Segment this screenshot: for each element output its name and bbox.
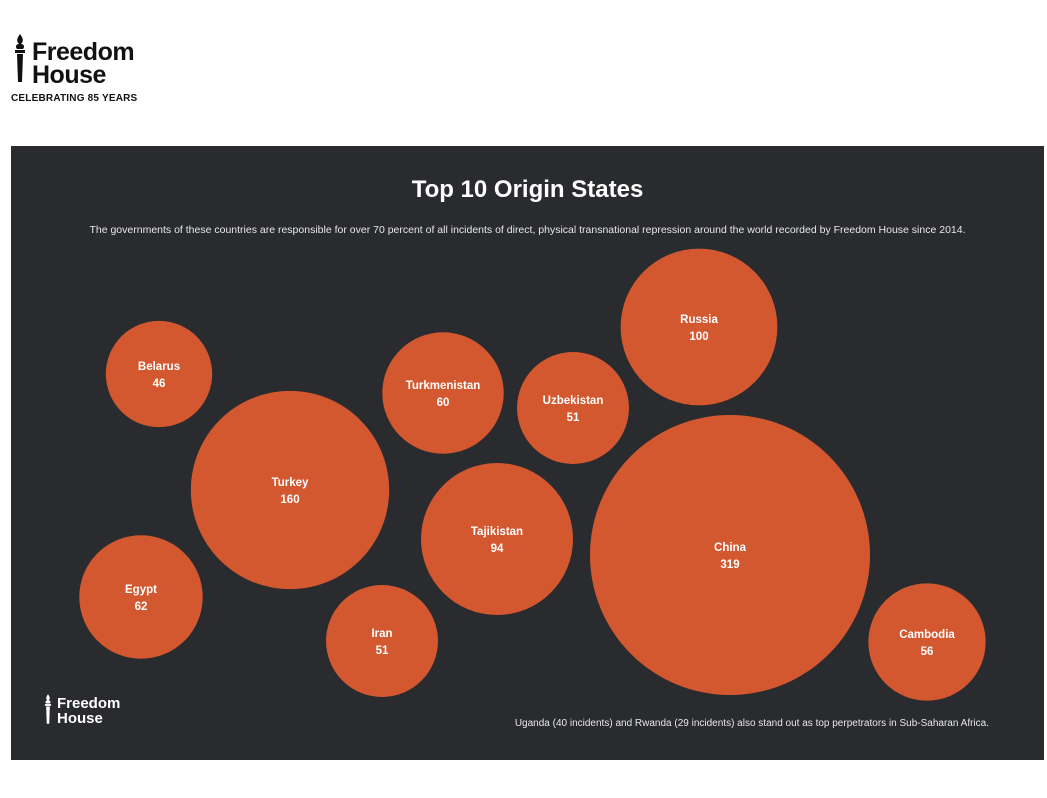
bubble-label-china: China: [714, 542, 747, 554]
chart-subtitle: The governments of these countries are r…: [89, 224, 966, 236]
bubble-uzbekistan: Uzbekistan 51: [517, 352, 629, 464]
bubble-iran: Iran 51: [326, 585, 438, 697]
bubble-china: China 319: [590, 415, 870, 695]
bubble-circle-turkmenistan: [382, 332, 504, 454]
bubble-circle-cambodia: [868, 583, 986, 701]
bubble-value-turkey: 160: [280, 494, 299, 506]
bubble-chart: China 319 Turkey 160 Russia 100 Tajikistan 94 Eg…: [79, 248, 986, 701]
bubble-value-turkmenistan: 60: [437, 397, 450, 409]
bubble-value-cambodia: 56: [921, 646, 934, 658]
bubble-cambodia: Cambodia 56: [868, 583, 986, 701]
bubble-label-belarus: Belarus: [138, 361, 180, 373]
brand-tagline: CELEBRATING 85 YEARS: [11, 93, 138, 104]
chart-note: Uganda (40 incidents) and Rwanda (29 inc…: [514, 718, 989, 729]
bubble-value-tajikistan: 94: [491, 543, 504, 555]
bubble-circle-iran: [326, 585, 438, 697]
bubble-value-egypt: 62: [135, 601, 148, 613]
bubble-value-iran: 51: [376, 645, 389, 657]
bubble-label-cambodia: Cambodia: [899, 629, 955, 641]
bubble-egypt: Egypt 62: [79, 535, 203, 659]
bubble-circle-uzbekistan: [517, 352, 629, 464]
bubble-label-turkmenistan: Turkmenistan: [406, 380, 481, 392]
bubble-label-uzbekistan: Uzbekistan: [543, 395, 604, 407]
bubble-circle-belarus: [105, 320, 213, 428]
torch-icon: [15, 34, 25, 82]
bubble-value-uzbekistan: 51: [567, 412, 580, 424]
chart-title: Top 10 Origin States: [411, 176, 644, 203]
brand-logo: Freedom House CELEBRATING 85 YEARS: [10, 30, 210, 110]
bubble-turkey: Turkey 160: [190, 390, 390, 590]
bubble-belarus: Belarus 46: [105, 320, 213, 428]
bubble-circle-egypt: [79, 535, 203, 659]
bubble-value-russia: 100: [689, 331, 708, 343]
bubble-label-turkey: Turkey: [272, 477, 309, 489]
bubble-value-china: 319: [720, 559, 739, 571]
bubble-label-iran: Iran: [371, 628, 392, 640]
bubble-circle-tajikistan: [421, 463, 573, 615]
bubble-circle-turkey: [190, 390, 390, 590]
bubble-turkmenistan: Turkmenistan 60: [382, 332, 504, 454]
footer-logo-line1: Freedom: [57, 695, 121, 712]
infographic-panel: Top 10 Origin States The governments of …: [11, 146, 1044, 760]
bubble-label-russia: Russia: [680, 314, 718, 326]
brand-name-line2: House: [32, 61, 106, 89]
torch-icon: [44, 694, 52, 724]
bubble-label-tajikistan: Tajikistan: [471, 526, 523, 538]
bubble-russia: Russia 100: [620, 248, 778, 406]
bubble-circle-russia: [620, 248, 778, 406]
bubble-circle-china: [590, 415, 870, 695]
footer-logo: Freedom House: [41, 691, 161, 731]
bubble-value-belarus: 46: [153, 378, 166, 390]
bubble-label-egypt: Egypt: [125, 584, 157, 596]
bubble-tajikistan: Tajikistan 94: [421, 463, 573, 615]
footer-logo-line2: House: [57, 710, 103, 727]
brand-name-line1: Freedom: [32, 38, 135, 66]
